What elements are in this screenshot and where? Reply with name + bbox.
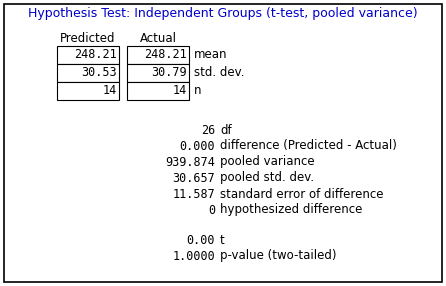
Text: standard error of difference: standard error of difference — [220, 188, 384, 200]
Text: 0.00: 0.00 — [186, 233, 215, 247]
Text: p-value (two-tailed): p-value (two-tailed) — [220, 249, 336, 263]
Text: pooled variance: pooled variance — [220, 156, 314, 168]
Bar — [127, 64, 189, 82]
Text: 14: 14 — [173, 84, 187, 98]
Text: 1.0000: 1.0000 — [172, 249, 215, 263]
Text: t: t — [220, 233, 225, 247]
Text: Hypothesis Test: Independent Groups (t-test, pooled variance): Hypothesis Test: Independent Groups (t-t… — [28, 7, 418, 21]
Text: 248.21: 248.21 — [74, 49, 117, 61]
Text: pooled std. dev.: pooled std. dev. — [220, 172, 314, 184]
Text: std. dev.: std. dev. — [194, 67, 244, 80]
Text: mean: mean — [194, 49, 227, 61]
Text: 26: 26 — [201, 124, 215, 136]
Text: n: n — [194, 84, 202, 98]
Text: hypothesized difference: hypothesized difference — [220, 204, 362, 217]
Bar — [127, 82, 189, 100]
Bar — [57, 64, 119, 82]
Bar — [57, 46, 119, 64]
Text: 30.79: 30.79 — [151, 67, 187, 80]
Text: Actual: Actual — [140, 31, 177, 45]
Text: 11.587: 11.587 — [172, 188, 215, 200]
Text: 939.874: 939.874 — [165, 156, 215, 168]
Text: 30.657: 30.657 — [172, 172, 215, 184]
Text: Predicted: Predicted — [60, 31, 116, 45]
Bar — [57, 82, 119, 100]
Bar — [127, 46, 189, 64]
Text: 0.000: 0.000 — [179, 140, 215, 152]
Text: 30.53: 30.53 — [81, 67, 117, 80]
Text: 0: 0 — [208, 204, 215, 217]
Text: df: df — [220, 124, 231, 136]
Text: difference (Predicted - Actual): difference (Predicted - Actual) — [220, 140, 397, 152]
Text: 14: 14 — [103, 84, 117, 98]
Text: 248.21: 248.21 — [144, 49, 187, 61]
